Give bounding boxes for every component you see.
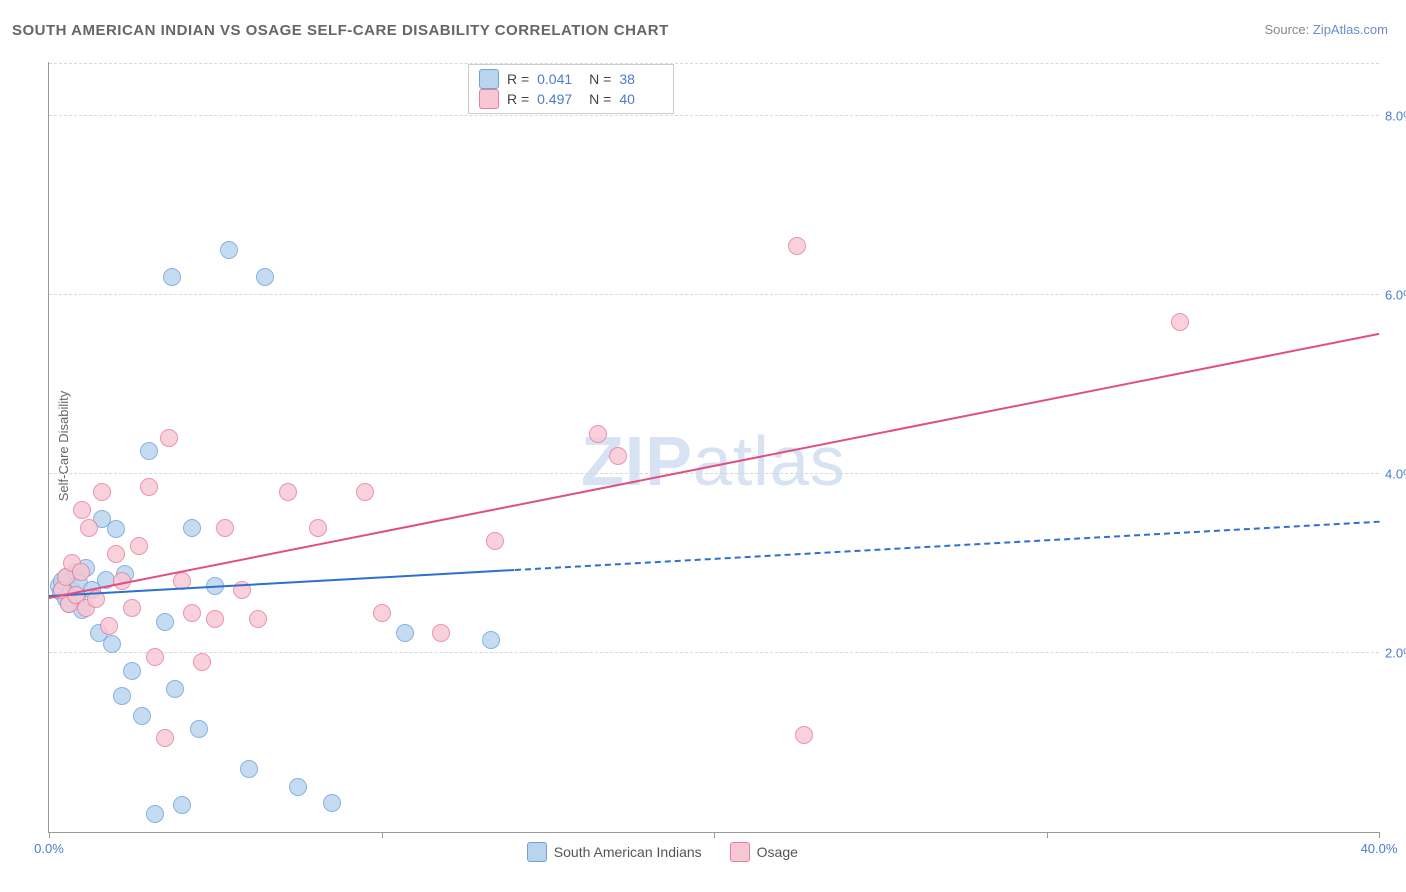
x-tick-mark [714, 832, 715, 838]
osage-marker [373, 604, 391, 622]
osage-marker [486, 532, 504, 550]
y-tick-label: 2.0% [1385, 645, 1406, 660]
gridline [49, 115, 1379, 116]
n-value-osage: 40 [619, 91, 663, 107]
osage-marker [206, 610, 224, 628]
x-tick-label: 40.0% [1361, 841, 1398, 856]
watermark-rest: atlas [693, 422, 846, 500]
osage-marker [216, 519, 234, 537]
x-tick-mark [1047, 832, 1048, 838]
gridline [49, 473, 1379, 474]
n-label: N = [589, 71, 611, 87]
n-value-sai: 38 [619, 71, 663, 87]
osage-marker [795, 726, 813, 744]
osage-marker [193, 653, 211, 671]
r-value-sai: 0.041 [537, 71, 581, 87]
legend-item-sai: South American Indians [527, 842, 702, 862]
source-link[interactable]: ZipAtlas.com [1313, 22, 1388, 37]
gridline [49, 294, 1379, 295]
osage-marker [156, 729, 174, 747]
sai-marker [240, 760, 258, 778]
osage-marker [80, 519, 98, 537]
legend-bottom: South American Indians Osage [527, 842, 798, 862]
sai-marker [103, 635, 121, 653]
osage-marker [160, 429, 178, 447]
osage-marker [279, 483, 297, 501]
source-attribution: Source: ZipAtlas.com [1264, 22, 1388, 37]
osage-marker [140, 478, 158, 496]
sai-marker [183, 519, 201, 537]
sai-marker [133, 707, 151, 725]
osage-marker [309, 519, 327, 537]
osage-marker [146, 648, 164, 666]
gridline [49, 652, 1379, 653]
swatch-osage [479, 89, 499, 109]
sai-marker [173, 796, 191, 814]
sai-marker [256, 268, 274, 286]
osage-marker [788, 237, 806, 255]
sai-marker [396, 624, 414, 642]
legend-swatch-osage [730, 842, 750, 862]
sai-marker [146, 805, 164, 823]
sai-marker [156, 613, 174, 631]
osage-marker [72, 563, 90, 581]
osage-marker [356, 483, 374, 501]
stats-legend-box: R = 0.041 N = 38 R = 0.497 N = 40 [468, 64, 674, 114]
gridline [49, 63, 1379, 64]
r-label: R = [507, 71, 529, 87]
legend-label-osage: Osage [757, 844, 798, 860]
legend-label-sai: South American Indians [554, 844, 702, 860]
osage-marker [249, 610, 267, 628]
sai-marker [482, 631, 500, 649]
source-prefix: Source: [1264, 22, 1312, 37]
osage-marker [73, 501, 91, 519]
osage-marker [589, 425, 607, 443]
sai-marker [289, 778, 307, 796]
y-tick-label: 6.0% [1385, 287, 1406, 302]
n-label: N = [589, 91, 611, 107]
r-label: R = [507, 91, 529, 107]
legend-item-osage: Osage [730, 842, 798, 862]
chart-plot-area: ZIPatlas R =0.041N =38R =0.497N =40 2.0%… [48, 62, 1379, 833]
osage-marker [183, 604, 201, 622]
sai-marker [220, 241, 238, 259]
r-value-osage: 0.497 [537, 91, 581, 107]
stats-row-sai: R = 0.041 N = 38 [479, 69, 663, 89]
sai-marker [107, 520, 125, 538]
stats-row-osage: R = 0.497 N = 40 [479, 89, 663, 109]
sai-marker [123, 662, 141, 680]
osage-marker [123, 599, 141, 617]
sai-marker [163, 268, 181, 286]
sai-marker [166, 680, 184, 698]
x-tick-mark [382, 832, 383, 838]
sai-marker [140, 442, 158, 460]
x-tick-mark [1379, 832, 1380, 838]
trend-line [514, 521, 1379, 571]
osage-marker [609, 447, 627, 465]
osage-marker [432, 624, 450, 642]
swatch-sai [479, 69, 499, 89]
osage-marker [1171, 313, 1189, 331]
x-tick-label: 0.0% [34, 841, 64, 856]
osage-marker [130, 537, 148, 555]
sai-marker [113, 687, 131, 705]
x-tick-mark [49, 832, 50, 838]
y-tick-label: 8.0% [1385, 108, 1406, 123]
osage-marker [107, 545, 125, 563]
osage-marker [93, 483, 111, 501]
sai-marker [190, 720, 208, 738]
chart-title: SOUTH AMERICAN INDIAN VS OSAGE SELF-CARE… [12, 22, 669, 39]
y-tick-label: 4.0% [1385, 466, 1406, 481]
osage-marker [100, 617, 118, 635]
sai-marker [323, 794, 341, 812]
legend-swatch-sai [527, 842, 547, 862]
